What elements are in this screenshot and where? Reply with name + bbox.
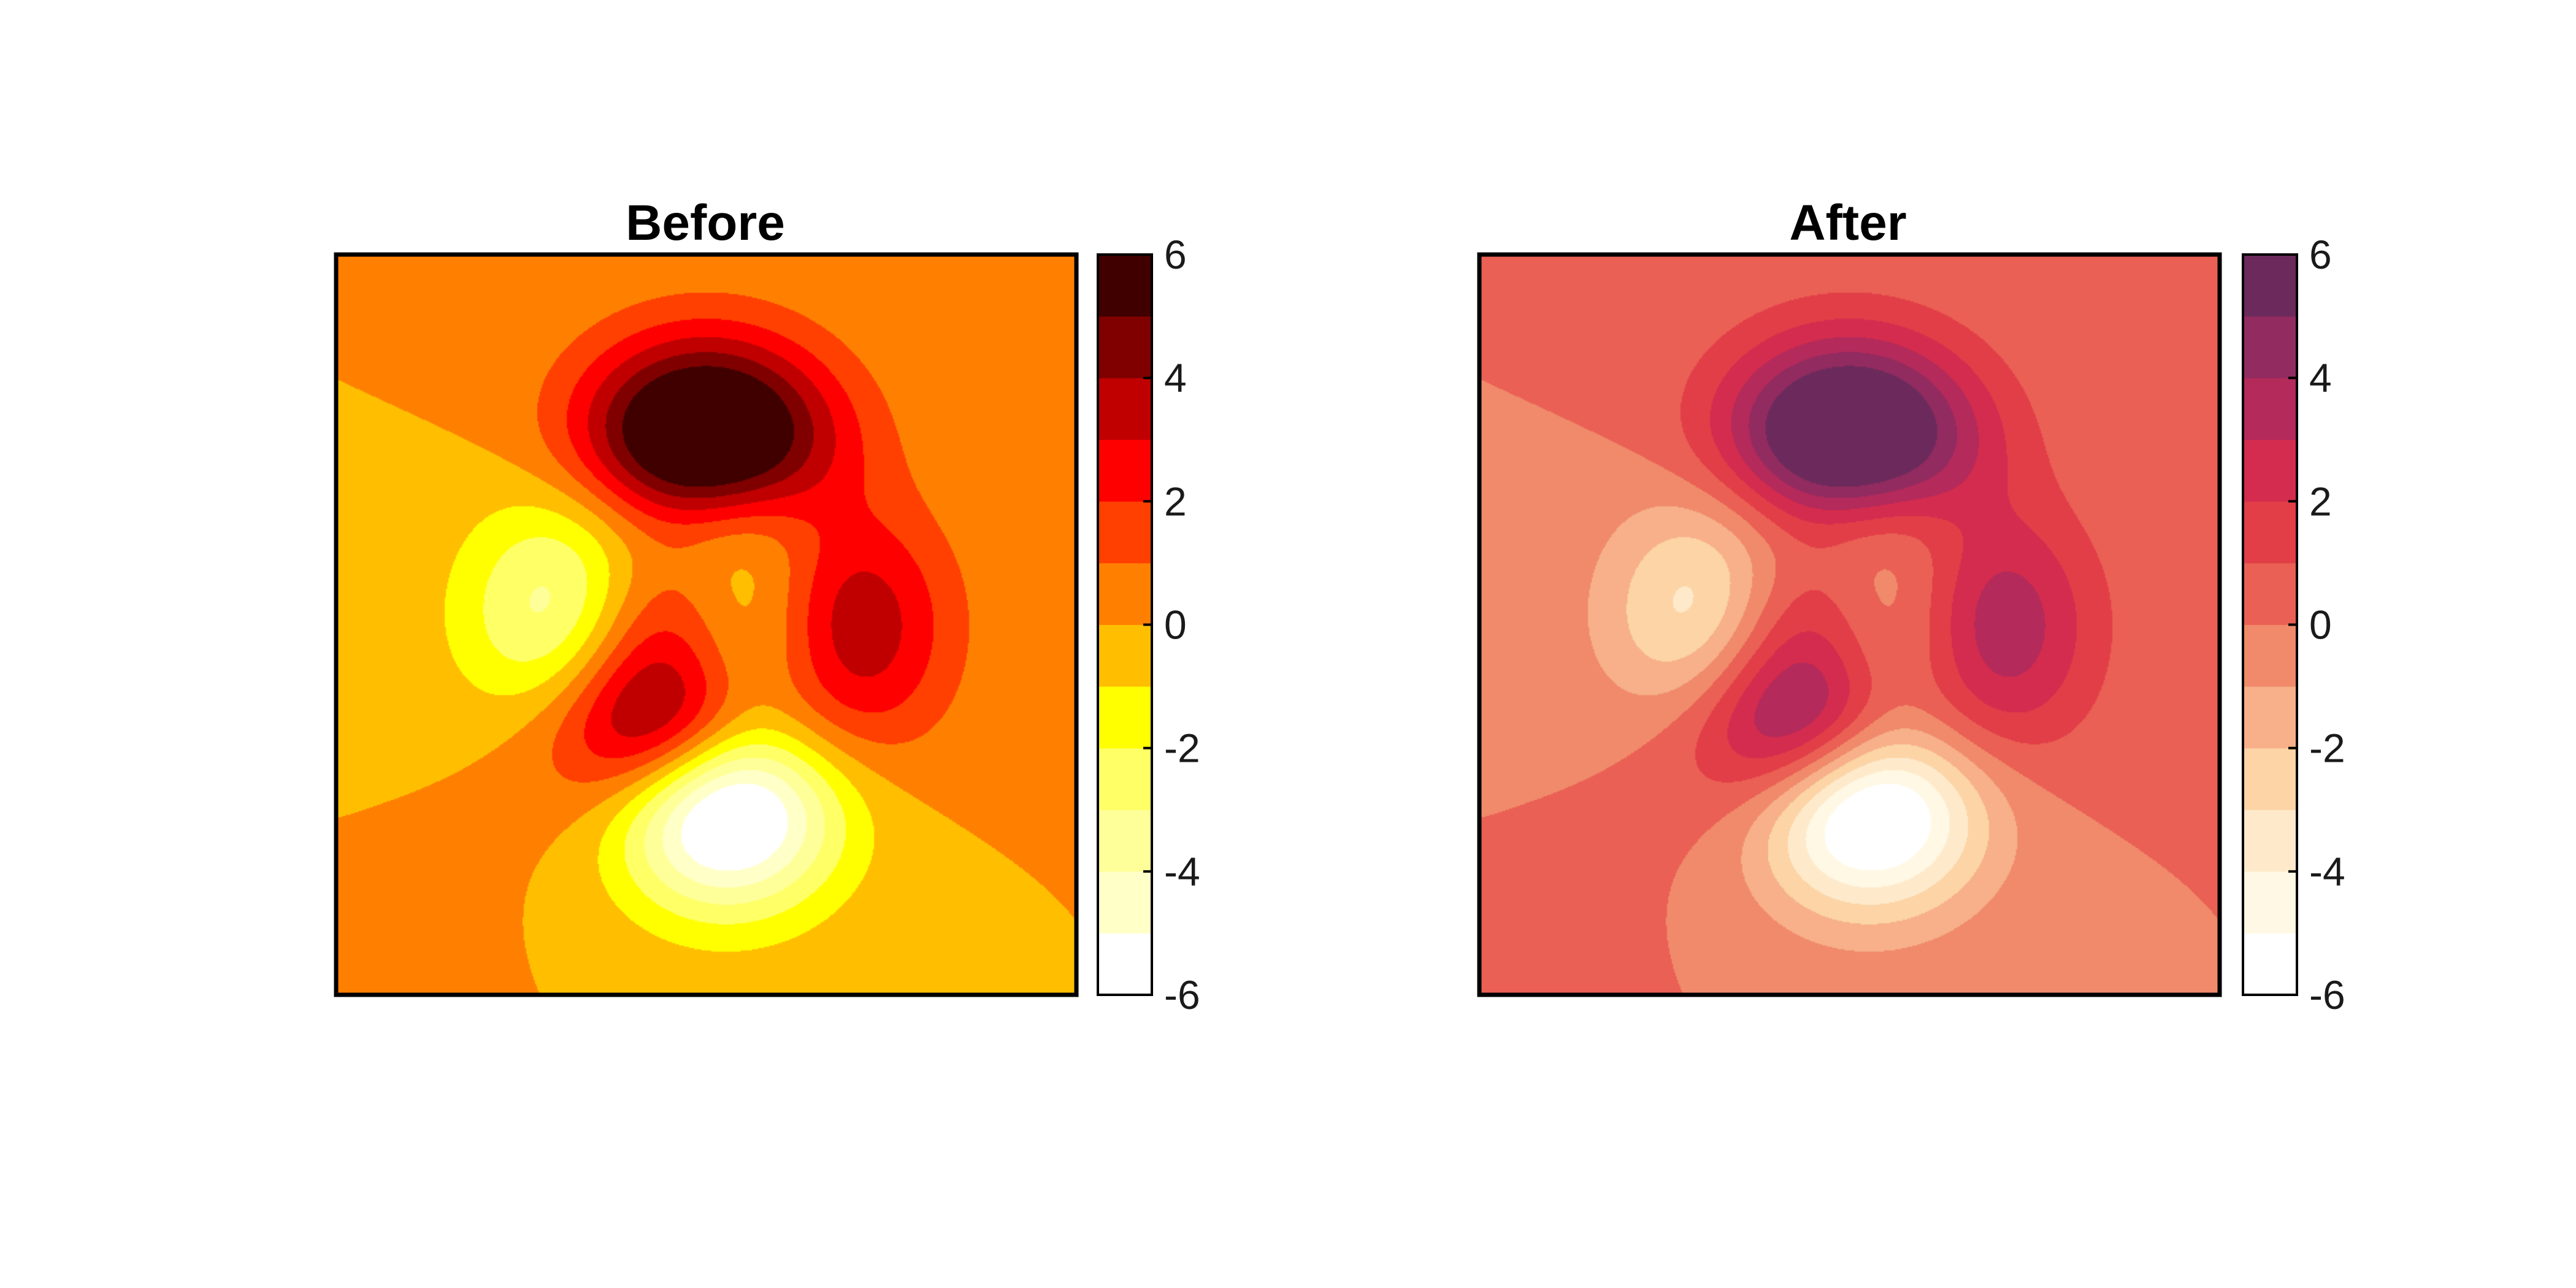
colorbar-tick-label: -2: [2309, 726, 2345, 771]
colorbar-swatch: [1098, 686, 1152, 749]
colorbar-swatch: [1098, 316, 1152, 378]
colorbar-swatch: [1098, 871, 1152, 933]
colorbar-swatch: [1098, 255, 1152, 317]
colorbar-tick-label: 2: [1164, 478, 1187, 524]
contour-image-after: [1479, 255, 2220, 995]
colorbar-tick-label: 0: [1164, 602, 1187, 648]
colorbar-swatch: [1098, 810, 1152, 872]
plot-frame-before: [334, 252, 1079, 997]
colorbar-swatches-after: [2243, 255, 2297, 995]
colorbar-swatch: [1098, 933, 1152, 995]
colorbar-swatch: [2243, 748, 2297, 810]
chart-title-after: After: [1789, 195, 1906, 251]
colorbar-swatch: [2243, 562, 2297, 625]
colorbar-ticks-before: 6 4 2 0 -2 -4 -6: [1143, 232, 1200, 1018]
colorbar-tick-label: 0: [2309, 602, 2332, 648]
colorbar-swatch: [2243, 378, 2297, 440]
contour-image-before: [336, 255, 1076, 995]
contour-plot-before: [334, 252, 1079, 997]
colorbar-after: 6 4 2 0 -2 -4 -6: [2242, 232, 2345, 1018]
panel-after: After 6 4 2 0 -2 -4 -6: [1477, 195, 2345, 1018]
colorbar-tick-label: -6: [1164, 972, 1200, 1018]
colorbar-tick-label: 6: [2309, 232, 2332, 277]
colorbar-swatch: [2243, 501, 2297, 564]
colorbar-swatch: [1098, 439, 1152, 502]
colorbar-tick-label: -2: [1164, 726, 1200, 771]
colorbar-swatches-before: [1098, 255, 1152, 995]
colorbar-swatch: [1098, 624, 1152, 687]
chart-title-before: Before: [626, 195, 785, 251]
colorbar-tick-label: -4: [2309, 849, 2345, 894]
colorbar-swatch: [2243, 316, 2297, 378]
colorbar-swatch: [2243, 933, 2297, 995]
colorbar-swatch: [1098, 501, 1152, 564]
colorbar-tick-label: -4: [1164, 849, 1200, 894]
colorbar-before: 6 4 2 0 -2 -4 -6: [1097, 232, 1200, 1018]
colorbar-swatch: [1098, 748, 1152, 810]
panel-before: Before 6 4 2 0 -2 -4 -6: [334, 195, 1200, 1018]
colorbar-swatch: [2243, 686, 2297, 749]
colorbar-swatch: [1098, 562, 1152, 625]
colorbar-swatch: [2243, 810, 2297, 872]
colorbar-swatch: [2243, 871, 2297, 933]
colorbar-tick-label: 4: [1164, 355, 1187, 401]
colorbar-swatch: [2243, 624, 2297, 687]
colorbar-swatch: [2243, 439, 2297, 502]
colorbar-tick-label: 6: [1164, 232, 1187, 277]
colorbar-tick-label: -6: [2309, 972, 2345, 1018]
colorbar-swatch: [1098, 378, 1152, 440]
colorbar-tick-label: 2: [2309, 478, 2332, 524]
colorbar-tick-label: 4: [2309, 355, 2332, 401]
colorbar-swatch: [2243, 255, 2297, 317]
plot-frame-after: [1477, 252, 2222, 997]
contour-plot-after: [1477, 252, 2222, 997]
colorbar-ticks-after: 6 4 2 0 -2 -4 -6: [2288, 232, 2345, 1018]
